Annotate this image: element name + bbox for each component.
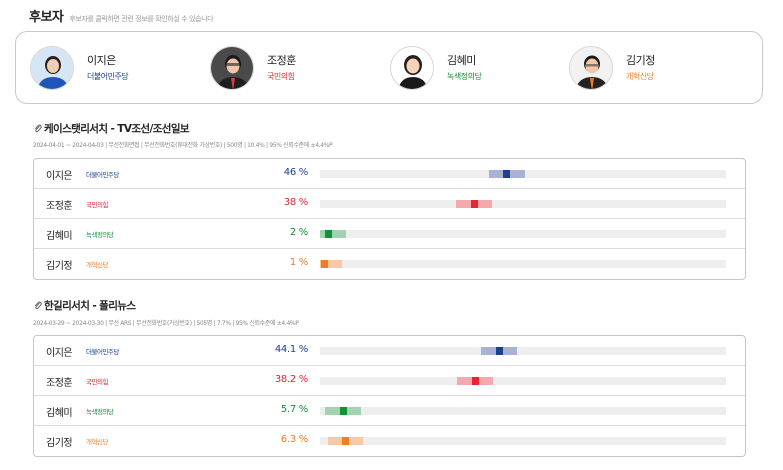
row-candidate-name: 김혜미 — [46, 408, 73, 419]
poll-row: 김혜미 녹색정의당 5.7 % — [34, 396, 745, 426]
poll-row: 김기정 개혁신당 1 % — [34, 249, 745, 279]
candidate-party: 녹색정의당 — [447, 71, 482, 81]
candidate-card-1[interactable]: 이지은 더불어민주당 — [30, 46, 129, 90]
poll-meta: 2024-04-01 ~ 2024-04-03 | 무선전화면접 | 무선전화번… — [33, 142, 333, 149]
row-percent: 6.3 % — [280, 434, 308, 445]
row-party: 더불어민주당 — [86, 171, 119, 179]
poll-title: 케이스탯리서치 - TV조선/조선일보 — [34, 121, 190, 136]
row-party: 국민의힘 — [86, 201, 108, 209]
candidate-photo[interactable] — [390, 46, 434, 90]
row-candidate-name: 김기정 — [46, 261, 73, 272]
row-candidate-name: 김기정 — [46, 438, 73, 449]
candidate-photo[interactable] — [30, 46, 74, 90]
confidence-band — [320, 230, 346, 238]
row-percent: 2 % — [289, 227, 308, 238]
poll-title: 한길리서치 - 폴리뉴스 — [34, 298, 136, 313]
paperclip-icon — [34, 124, 42, 132]
result-bar-track — [320, 377, 726, 385]
row-party: 개혁신당 — [86, 261, 108, 269]
poll-results-table: 이지은 더불어민주당 44.1 % 조정훈 국민의힘 38.2 % 김혜미 녹색… — [33, 335, 746, 457]
candidate-card-2[interactable]: 조정훈 국민의힘 — [210, 46, 296, 90]
result-marker — [339, 407, 347, 415]
candidate-name[interactable]: 이지은 — [87, 53, 116, 67]
candidate-card-4[interactable]: 김기정 개혁신당 — [569, 46, 655, 90]
row-percent: 1 % — [289, 257, 308, 268]
result-marker — [342, 437, 350, 445]
poll-row: 김혜미 녹색정의당 2 % — [34, 219, 745, 249]
result-marker — [470, 200, 478, 208]
result-bar-track — [320, 347, 726, 355]
candidate-party: 국민의힘 — [267, 71, 295, 81]
poll-title-text: 한길리서치 - 폴리뉴스 — [44, 300, 136, 312]
candidate-name[interactable]: 조정훈 — [267, 53, 296, 67]
result-marker — [324, 230, 332, 238]
candidate-photo[interactable] — [210, 46, 254, 90]
candidate-name[interactable]: 김기정 — [626, 53, 655, 67]
row-percent: 5.7 % — [280, 404, 308, 415]
candidate-party: 더불어민주당 — [87, 71, 129, 81]
row-party: 개혁신당 — [86, 438, 108, 446]
row-candidate-name: 이지은 — [46, 348, 73, 359]
result-marker — [320, 260, 328, 268]
result-marker — [503, 170, 511, 178]
poll-meta: 2024-03-29 ~ 2024-03-30 | 무선 ARS | 무선전화번… — [33, 320, 299, 327]
result-bar-track — [320, 200, 726, 208]
row-candidate-name: 조정훈 — [46, 201, 73, 212]
poll-row: 이지은 더불어민주당 44.1 % — [34, 336, 745, 366]
section-header: 후보자 후보자를 클릭하면 관련 정보를 확인하실 수 있습니다 — [29, 6, 214, 26]
row-candidate-name: 이지은 — [46, 171, 73, 182]
result-bar-track — [320, 437, 726, 445]
candidate-name[interactable]: 김혜미 — [447, 53, 476, 67]
candidate-card-3[interactable]: 김혜미 녹색정의당 — [390, 46, 482, 90]
candidate-photo[interactable] — [569, 46, 613, 90]
poll-row: 조정훈 국민의힘 38 % — [34, 189, 745, 219]
section-description: 후보자를 클릭하면 관련 정보를 확인하실 수 있습니다 — [69, 15, 214, 23]
result-bar-track — [320, 170, 726, 178]
row-candidate-name: 김혜미 — [46, 231, 73, 242]
candidate-list: 이지은 더불어민주당 조정훈 국민의힘 김혜미 녹색정의당 김기정 개혁신당 — [15, 31, 763, 104]
result-bar-track — [320, 407, 726, 415]
row-percent: 46 % — [283, 167, 309, 178]
row-party: 더불어민주당 — [86, 348, 119, 356]
poll-row: 김기정 개혁신당 6.3 % — [34, 426, 745, 456]
paperclip-icon — [34, 301, 42, 309]
row-candidate-name: 조정훈 — [46, 378, 73, 389]
confidence-band — [320, 260, 342, 268]
row-percent: 38 % — [283, 197, 309, 208]
result-bar-track — [320, 230, 726, 238]
row-party: 녹색정의당 — [86, 408, 114, 416]
row-percent: 38.2 % — [274, 374, 308, 385]
poll-row: 이지은 더불어민주당 46 % — [34, 159, 745, 189]
section-title: 후보자 — [29, 10, 64, 25]
result-marker — [495, 347, 503, 355]
result-bar-track — [320, 260, 726, 268]
poll-results-table: 이지은 더불어민주당 46 % 조정훈 국민의힘 38 % 김혜미 녹색정의당 … — [33, 158, 746, 280]
result-marker — [471, 377, 479, 385]
poll-title-text: 케이스탯리서치 - TV조선/조선일보 — [44, 123, 190, 135]
poll-row: 조정훈 국민의힘 38.2 % — [34, 366, 745, 396]
row-percent: 44.1 % — [274, 344, 308, 355]
candidate-party: 개혁신당 — [626, 71, 654, 81]
row-party: 국민의힘 — [86, 378, 108, 386]
row-party: 녹색정의당 — [86, 231, 114, 239]
